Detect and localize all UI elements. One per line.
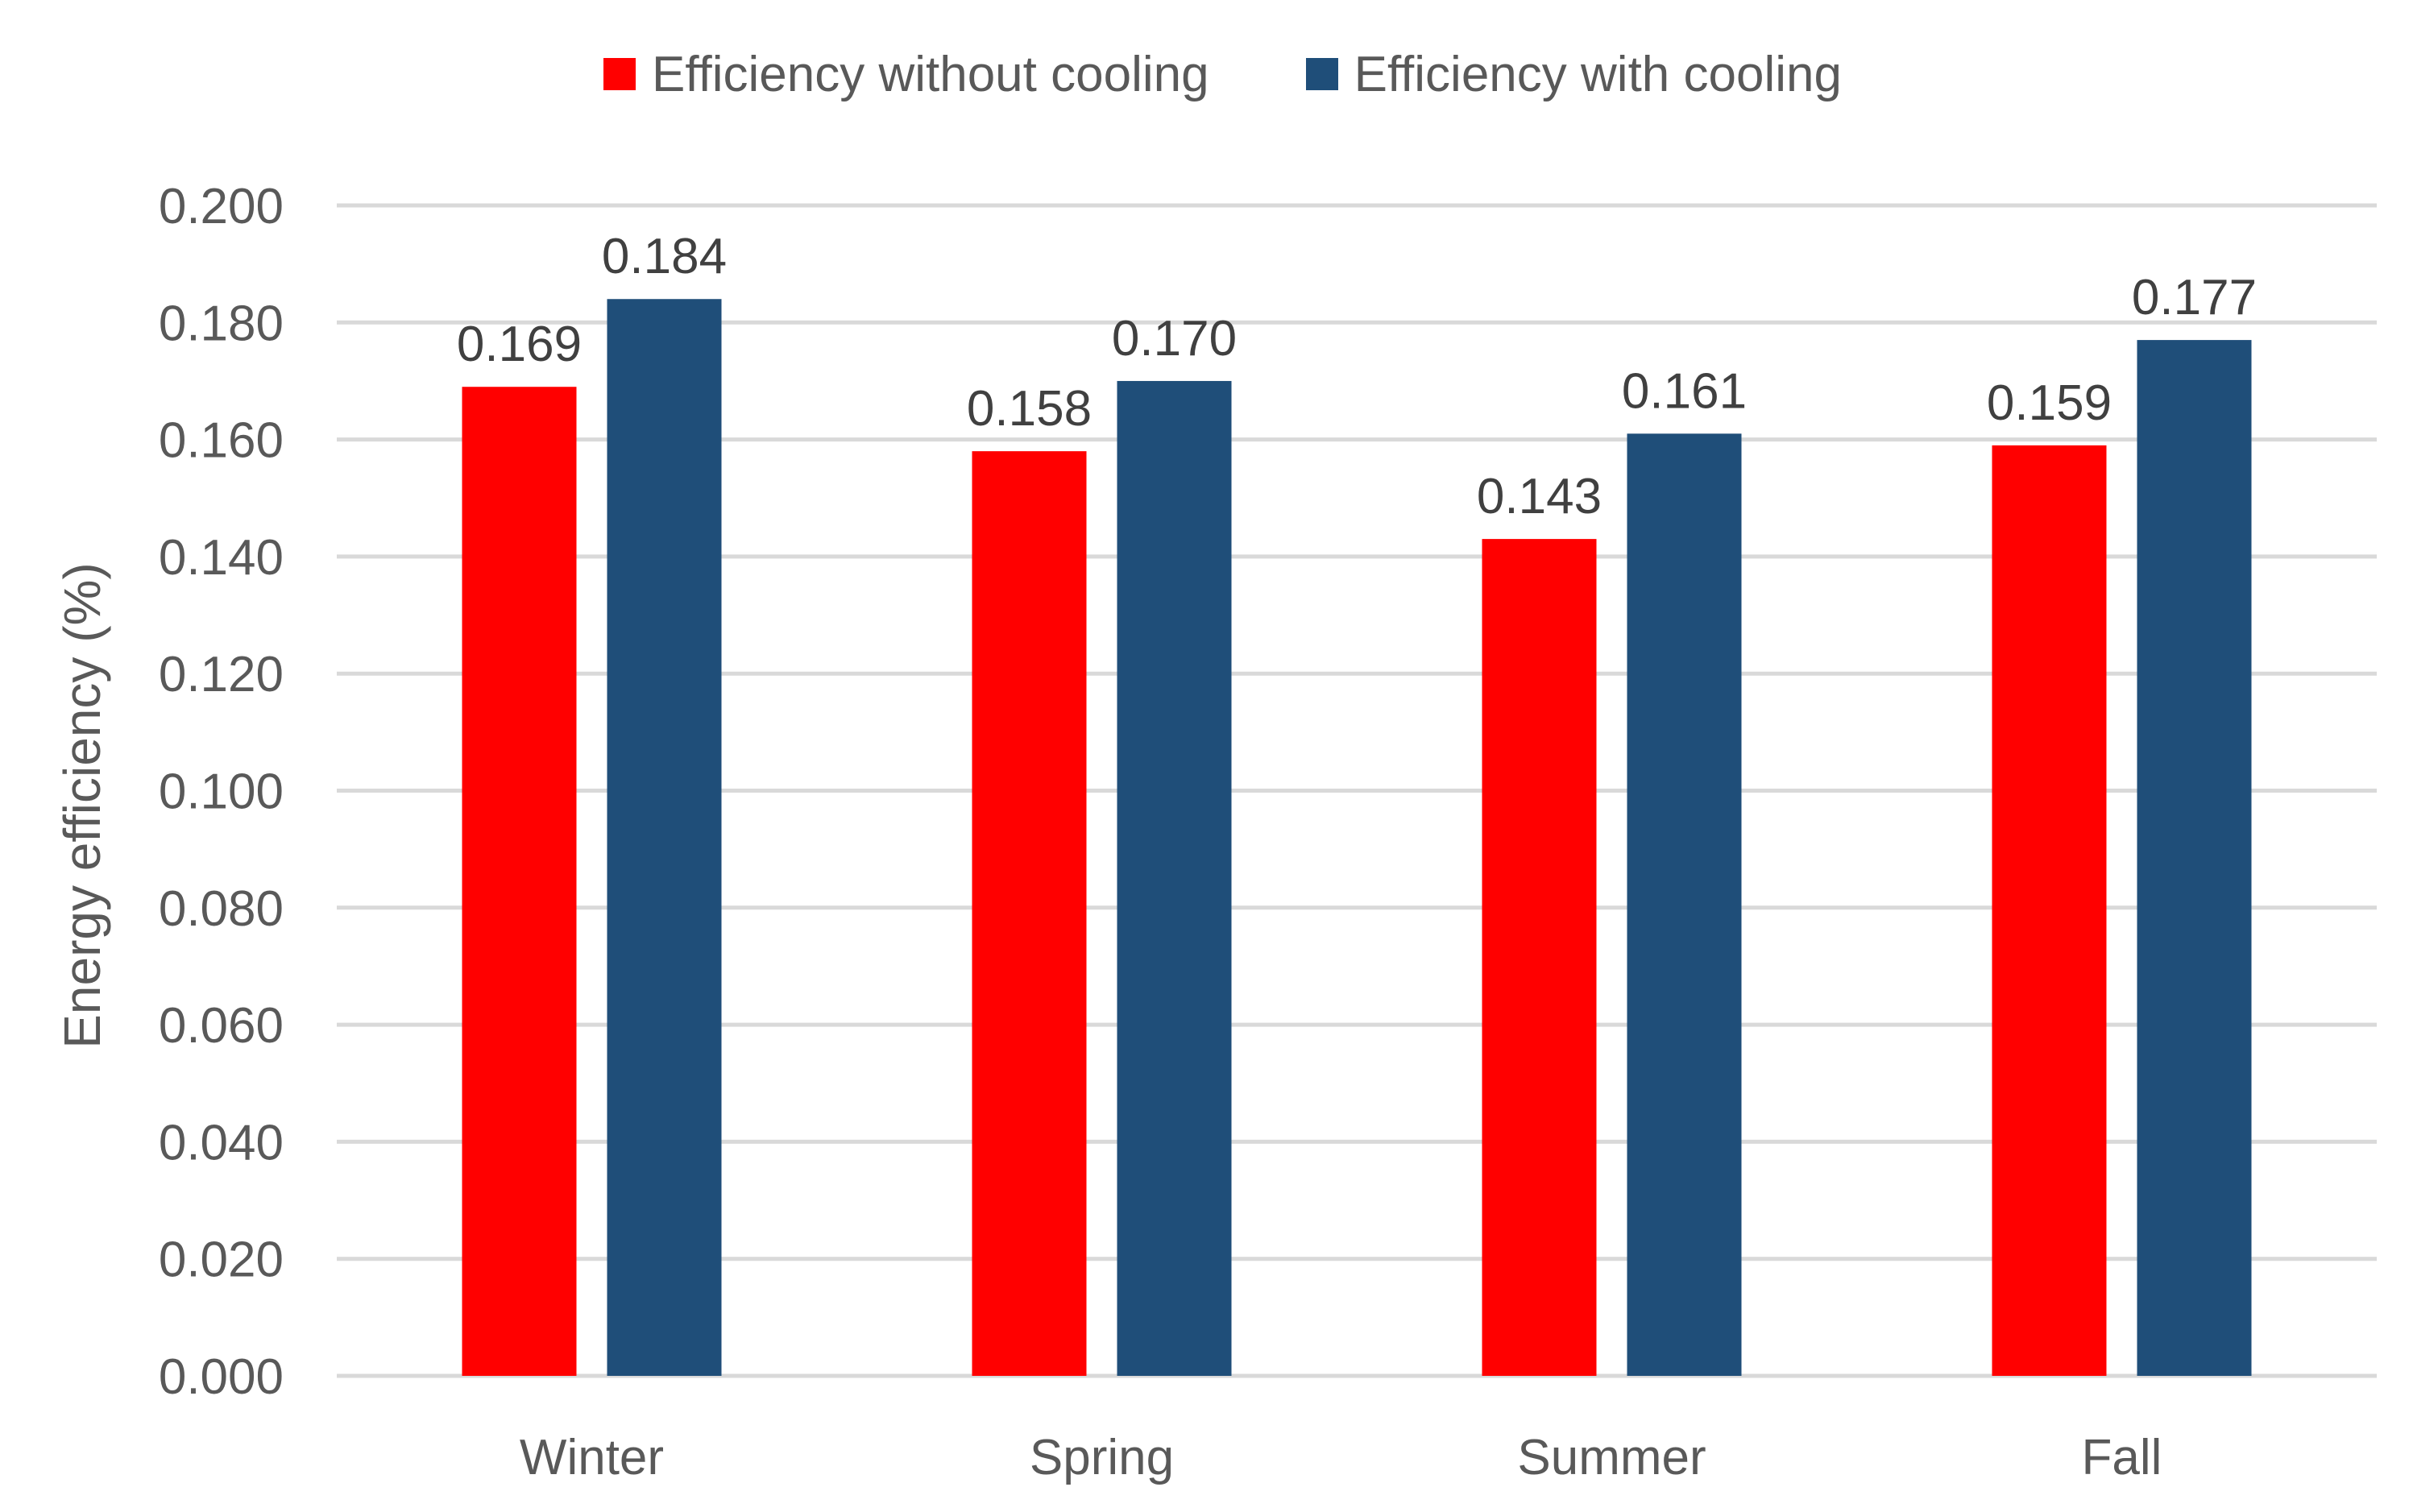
bar-value-label: 0.161 — [1622, 363, 1747, 419]
y-tick-label: 0.000 — [159, 1349, 284, 1405]
bar-value-label: 0.159 — [1987, 375, 2112, 431]
legend-item-without-cooling: Efficiency without cooling — [603, 46, 1209, 103]
legend-swatch-with-cooling — [1305, 58, 1338, 90]
legend-label-with-cooling: Efficiency with cooling — [1354, 46, 1842, 102]
y-tick-label: 0.020 — [159, 1232, 284, 1288]
bar-value-label: 0.170 — [1112, 311, 1237, 367]
bar-summer-series-0 — [1482, 539, 1597, 1376]
y-tick-label: 0.060 — [159, 998, 284, 1054]
bar-fall-series-0 — [1992, 445, 2107, 1376]
y-tick-label: 0.200 — [159, 179, 284, 234]
y-axis-title: Energy efficiency (%) — [53, 562, 111, 1049]
y-tick-label: 0.040 — [159, 1115, 284, 1170]
bar-spring-series-1 — [1117, 380, 1232, 1377]
y-tick-label: 0.140 — [159, 530, 284, 586]
bar-winter-series-1 — [607, 299, 722, 1376]
x-axis-tick-labels: Winter Spring Summer Fall — [520, 1430, 2162, 1485]
x-tick-label: Fall — [2082, 1430, 2162, 1485]
y-tick-label: 0.120 — [159, 647, 284, 702]
x-tick-label: Summer — [1517, 1430, 1706, 1485]
y-tick-label: 0.160 — [159, 413, 284, 469]
x-tick-label: Spring — [1030, 1430, 1174, 1485]
bar-fall-series-1 — [2137, 340, 2252, 1377]
legend: Efficiency without cooling Efficiency wi… — [0, 42, 2413, 106]
bar-value-label: 0.184 — [602, 229, 727, 284]
bars — [462, 299, 2252, 1377]
legend-label-without-cooling: Efficiency without cooling — [652, 46, 1209, 102]
y-tick-label: 0.100 — [159, 764, 284, 820]
bar-value-label: 0.158 — [967, 381, 1092, 437]
bar-winter-series-0 — [462, 387, 577, 1377]
bar-data-labels: 0.169 0.184 0.158 0.170 0.143 0.161 0.159 0.177 — [457, 229, 2257, 524]
y-axis-tick-labels: 0.000 0.020 0.040 0.060 0.080 0.100 0.120 0.140… — [159, 179, 284, 1405]
legend-item-with-cooling: Efficiency with cooling — [1305, 46, 1842, 103]
legend-swatch-without-cooling — [603, 58, 636, 90]
bar-spring-series-0 — [972, 451, 1087, 1376]
bar-value-label: 0.169 — [457, 317, 582, 372]
y-tick-label: 0.180 — [159, 296, 284, 351]
x-tick-label: Winter — [520, 1430, 664, 1485]
bar-summer-series-1 — [1627, 433, 1742, 1377]
y-tick-label: 0.080 — [159, 881, 284, 937]
bar-value-label: 0.177 — [2132, 270, 2257, 325]
bar-value-label: 0.143 — [1477, 469, 1602, 524]
